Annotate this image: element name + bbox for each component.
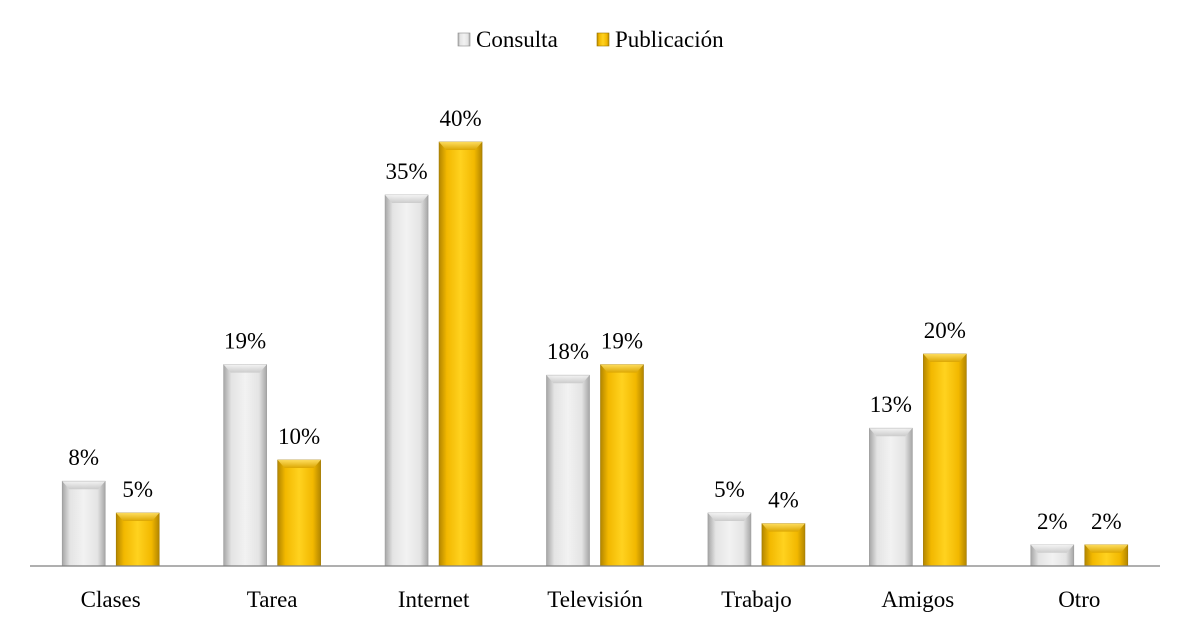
data-label-amigos-consulta: 13% <box>870 392 912 417</box>
data-label-tarea-publicacion: 10% <box>278 424 320 449</box>
bar-body <box>438 141 483 567</box>
bar-clases-publicacion <box>115 512 160 567</box>
data-label-trabajo-publicacion: 4% <box>768 488 799 513</box>
data-label-television-consulta: 18% <box>547 339 589 364</box>
data-label-amigos-publicacion: 20% <box>924 318 966 343</box>
bar-bevel <box>600 364 644 373</box>
x-tick-label-amigos: Amigos <box>881 587 954 612</box>
bar-body <box>223 364 267 567</box>
bar-body <box>277 459 321 567</box>
bar-body <box>707 512 752 567</box>
data-labels-group: 8% 5% 19% 10% 35% 40% 18% 19% 5% 4% 13% 20% 2% 2% <box>68 106 1121 534</box>
data-label-clases-publicacion: 5% <box>122 477 153 502</box>
legend-label-consulta: Consulta <box>476 27 558 52</box>
bar-bevel <box>62 481 106 490</box>
bar-internet-publicacion <box>438 141 483 567</box>
x-tick-label-television: Televisión <box>547 587 643 612</box>
data-label-otro-publicacion: 2% <box>1091 509 1122 534</box>
bar-body <box>546 374 590 567</box>
bar-trabajo-publicacion <box>761 523 806 567</box>
x-tick-label-clases: Clases <box>81 587 141 612</box>
data-label-trabajo-consulta: 5% <box>714 477 745 502</box>
bar-body <box>869 427 913 567</box>
legend-swatch-publicacion <box>596 32 610 47</box>
bar-amigos-publicacion <box>923 353 967 567</box>
bar-television-consulta <box>546 374 590 567</box>
bar-bevel <box>1084 544 1128 553</box>
x-tick-labels: Clases Tarea Internet Televisión Trabajo Amig… <box>81 587 1101 612</box>
bar-bevel <box>546 375 590 384</box>
data-label-clases-consulta: 8% <box>68 445 99 470</box>
bar-television-publicacion <box>600 364 644 567</box>
bar-bevel <box>707 513 751 521</box>
bar-bevel <box>116 513 160 521</box>
data-label-internet-publicacion: 40% <box>439 106 481 131</box>
bar-bevel <box>439 142 483 150</box>
data-label-internet-consulta: 35% <box>385 159 427 184</box>
bar-amigos-consulta <box>869 427 913 567</box>
bar-bevel <box>385 195 429 203</box>
x-tick-label-tarea: Tarea <box>247 587 298 612</box>
bar-clases-consulta <box>61 480 106 567</box>
bar-body <box>115 512 160 567</box>
x-tick-label-trabajo: Trabajo <box>721 587 792 612</box>
bar-otro-publicacion <box>1084 544 1129 567</box>
legend: Consulta Publicación <box>457 27 724 52</box>
bars-group <box>61 141 1129 567</box>
bar-trabajo-consulta <box>707 512 752 567</box>
bar-body <box>600 364 644 567</box>
bar-bevel <box>869 428 913 437</box>
bar-body <box>384 194 429 567</box>
data-label-tarea-consulta: 19% <box>224 329 266 354</box>
bar-bevel <box>1030 544 1074 553</box>
bar-bevel <box>923 354 967 362</box>
bar-tarea-publicacion <box>277 459 321 567</box>
legend-item-publicacion: Publicación <box>596 27 724 52</box>
data-label-television-publicacion: 19% <box>601 329 643 354</box>
data-label-otro-consulta: 2% <box>1037 509 1068 534</box>
legend-item-consulta: Consulta <box>457 27 558 52</box>
bar-otro-consulta <box>1030 544 1075 567</box>
bar-tarea-consulta <box>223 364 267 567</box>
legend-swatch-consulta <box>457 32 471 47</box>
x-tick-label-internet: Internet <box>398 587 470 612</box>
x-tick-label-otro: Otro <box>1058 587 1100 612</box>
bar-bevel <box>223 364 267 373</box>
legend-label-publicacion: Publicación <box>615 27 724 52</box>
bar-bevel <box>277 460 321 468</box>
bar-bevel <box>761 523 805 532</box>
bar-body <box>923 353 967 567</box>
bar-body <box>61 480 106 567</box>
bar-internet-consulta <box>384 194 429 567</box>
